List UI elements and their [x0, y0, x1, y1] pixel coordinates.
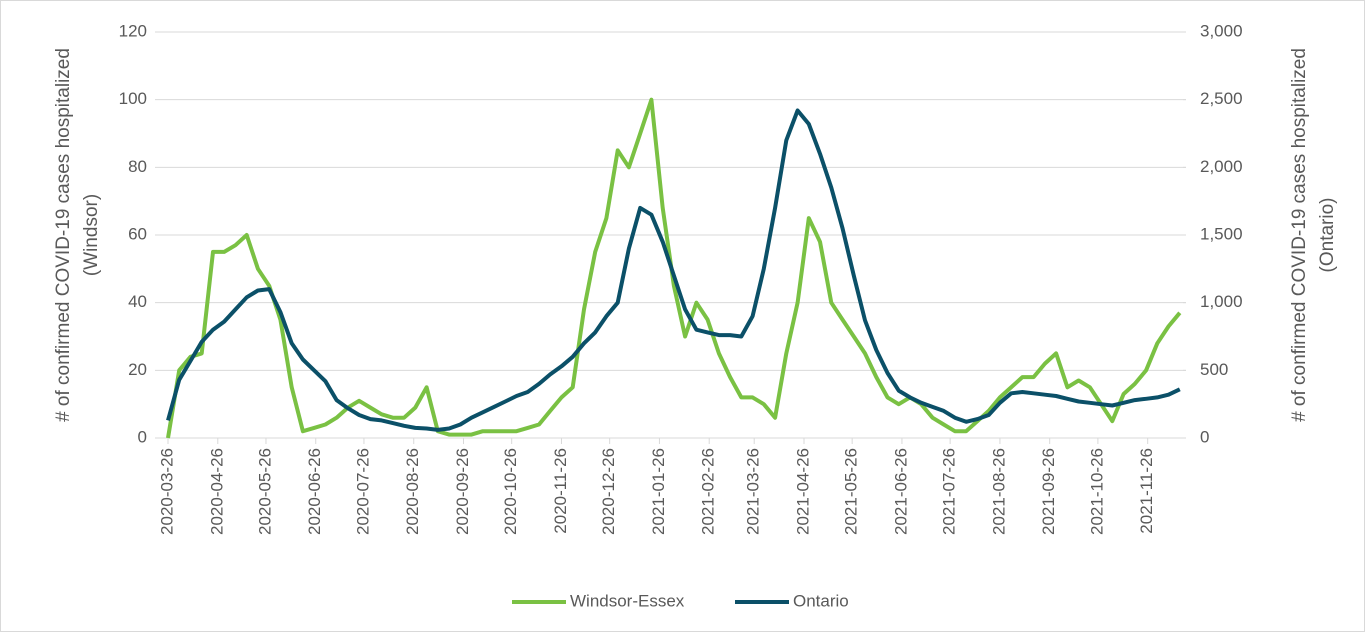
y2-tick-label: 3,000	[1200, 21, 1243, 40]
x-tick-label: 2021-09-26	[1039, 448, 1058, 535]
legend-label: Ontario	[793, 591, 849, 610]
y-tick-label: 0	[138, 427, 147, 446]
y-tick-label: 60	[128, 224, 147, 243]
x-tick-label: 2020-10-26	[501, 448, 520, 535]
y2-tick-label: 2,000	[1200, 157, 1243, 176]
y-axis-label: # of confirmed COVID-19 cases hospitaliz…	[53, 48, 74, 422]
y-axis-label: (Windsor)	[81, 194, 102, 276]
y-tick-label: 40	[128, 292, 147, 311]
legend-label: Windsor-Essex	[570, 591, 685, 610]
x-tick-label: 2021-05-26	[842, 448, 861, 535]
x-tick-label: 2021-07-26	[940, 448, 959, 535]
y-tick-label: 80	[128, 157, 147, 176]
x-tick-label: 2021-11-26	[1137, 448, 1156, 534]
x-tick-label: 2020-03-26	[157, 448, 176, 535]
x-tick-label: 2020-08-26	[403, 448, 422, 535]
x-tick-label: 2020-12-26	[599, 448, 618, 535]
x-tick-label: 2021-08-26	[989, 448, 1008, 535]
x-tick-label: 2020-11-26	[551, 448, 570, 534]
x-tick-label: 2020-07-26	[353, 448, 372, 535]
y2-axis-label: # of confirmed COVID-19 cases hospitaliz…	[1289, 48, 1310, 422]
x-tick-label: 2021-03-26	[744, 448, 763, 535]
x-tick-label: 2021-01-26	[649, 448, 668, 535]
x-tick-label: 2021-06-26	[891, 448, 910, 535]
y-tick-label: 100	[119, 89, 147, 108]
y2-tick-label: 500	[1200, 360, 1228, 379]
y-tick-label: 20	[128, 360, 147, 379]
series-line	[166, 108, 1181, 432]
x-tick-label: 2020-09-26	[453, 448, 472, 535]
series-line	[166, 97, 1182, 439]
y-tick-label: 120	[119, 21, 147, 40]
x-tick-label: 2021-10-26	[1087, 448, 1106, 535]
x-tick-label: 2020-04-26	[207, 448, 226, 535]
y2-axis-label: (Ontario)	[1317, 198, 1338, 273]
x-tick-label: 2020-05-26	[255, 448, 274, 535]
y2-tick-label: 1,000	[1200, 292, 1243, 311]
y2-tick-label: 2,500	[1200, 89, 1243, 108]
y2-tick-label: 1,500	[1200, 224, 1243, 243]
x-tick-label: 2021-02-26	[699, 448, 718, 535]
x-tick-label: 2021-04-26	[793, 448, 812, 535]
x-tick-label: 2020-06-26	[305, 448, 324, 535]
y2-tick-label: 0	[1200, 427, 1209, 446]
